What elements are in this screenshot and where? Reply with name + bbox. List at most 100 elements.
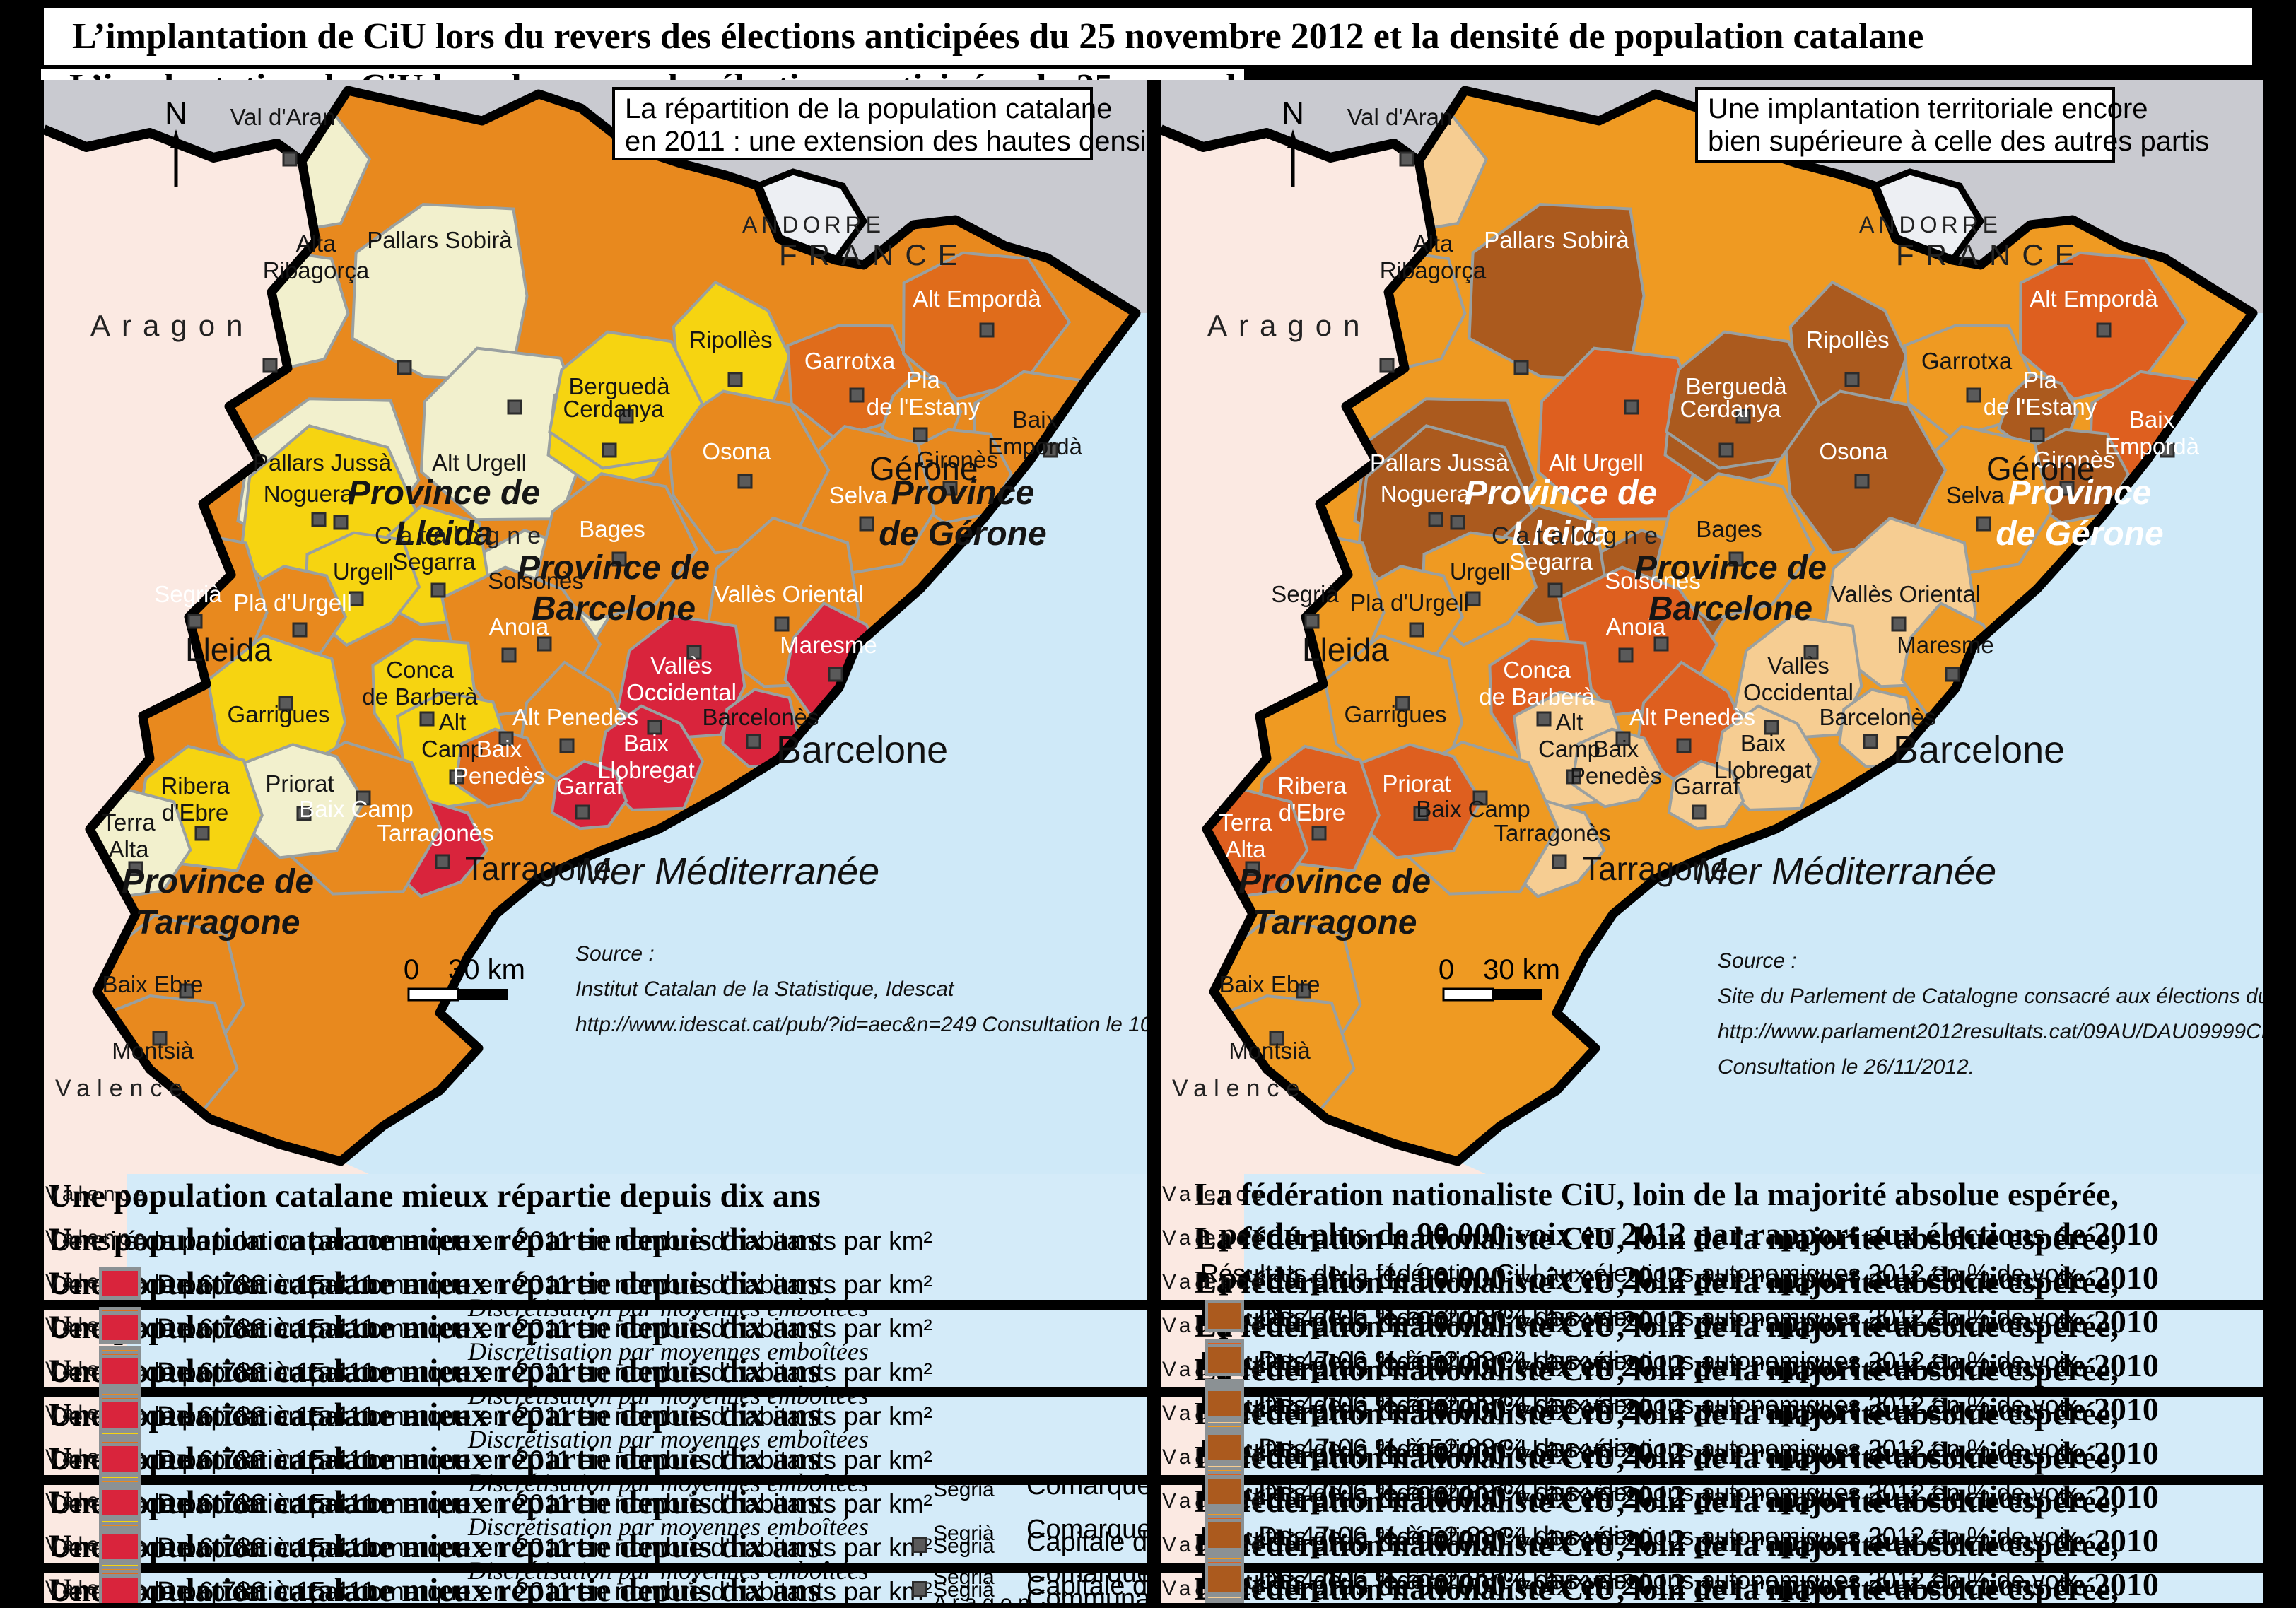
legend-title-line1: La fédération nationaliste CiU, loin de … (1195, 1308, 2119, 1344)
comarca-shape (534, 472, 699, 622)
capital-marker (1413, 806, 1429, 821)
comarca-label: Segrià (1271, 581, 1339, 607)
comarca-label: Noguera (1381, 481, 1470, 507)
legend-subtitle: Densité de population par comarque en 20… (49, 1533, 932, 1562)
comarca-label: Ripollès (689, 327, 772, 353)
comarca-label: Baix Llobregat (1714, 730, 1812, 783)
map-edge-strip (44, 1174, 127, 1218)
comarca-label: Segarra (392, 548, 476, 575)
geo-label: ANDORRE (1859, 212, 2002, 237)
map-edge-strip (1161, 1174, 1244, 1218)
capital-marker (686, 645, 702, 660)
comarca-label: Anoia (489, 614, 549, 640)
capital-marker (727, 372, 743, 387)
comarca-label: Montsià (112, 1038, 194, 1064)
page-title-text: L’implantation de CiU lors du revers des… (72, 16, 1924, 57)
capital-marker (292, 622, 308, 638)
legend-key-label: Capitale de comarque (1026, 1527, 1147, 1557)
capital-marker (1472, 790, 1488, 806)
capital-marker (1465, 591, 1481, 606)
city-label: Lleida (1302, 631, 1389, 668)
legend-title-line2: a perdu plus de 90 000 voix en 2012 par … (1195, 1216, 2159, 1252)
comarca-shape (1651, 472, 1816, 622)
source-line: Consultation le 26/11/2012. (1718, 1055, 1974, 1079)
legend-title: Une population catalane mieux répartie d… (48, 1572, 821, 1603)
legend-class-label: De 47,06 % à 52,88 % des voix (1258, 1434, 1634, 1464)
capital-marker (2059, 481, 2075, 496)
comarca-label: Alt Camp (1538, 709, 1600, 762)
capital-marker (1566, 769, 1581, 785)
legend-title-line1: La fédération nationaliste CiU, loin de … (1195, 1220, 2119, 1256)
capital-marker (1891, 616, 1906, 632)
legend-divider (1161, 1563, 2263, 1573)
capital-marker (1966, 387, 1981, 403)
capital-marker (774, 616, 790, 632)
compass-arrowhead (170, 129, 182, 148)
map-panel-density: Val d'Aran Alta Ribagorça Pallars Sobirà Pal… (44, 80, 1147, 1174)
capital-marker (449, 769, 464, 785)
city-label: Gérone (869, 450, 978, 487)
legend-class-label: De 6 783 à 15 411 (157, 1445, 376, 1475)
capital-marker (1653, 636, 1669, 652)
comarca-label: Segrià (154, 581, 222, 607)
legend-key-label: Capitale de comarque (1026, 1571, 1147, 1601)
comarca-label: Garrotxa (1921, 348, 2013, 374)
comarca-label: Alt Camp (421, 709, 484, 762)
capital-marker (507, 399, 522, 415)
capital-marker (1547, 582, 1563, 598)
comarca-label: Barcelonès (702, 704, 819, 730)
capital-marker (1854, 474, 1870, 489)
capital-marker (501, 647, 517, 663)
comarca-label: Solsonès (488, 568, 584, 594)
comarca-shape (1571, 727, 1663, 809)
geo-label: Catalogne (1492, 522, 1665, 549)
geo-label: Aragon (90, 309, 254, 342)
comarca-label: Alt Empordà (913, 286, 1041, 312)
legend-title-line2: a perdu plus de 90 000 voix en 2012 par … (1195, 1260, 2159, 1296)
legend-swatch (1205, 1602, 1244, 1603)
legend-subtitle: Densité de population par comarque en 20… (49, 1358, 932, 1387)
legend-subtitle: Résultats de la fédération CiU aux élect… (1200, 1522, 2078, 1551)
capital-marker (1844, 372, 1860, 387)
capital-marker (128, 861, 144, 876)
comarca-label: Priorat (1382, 770, 1451, 797)
comarca-label: Pallars Sobirà (367, 227, 512, 253)
province-label: Province de Tarragone (1238, 863, 1431, 941)
scale-bar-black (1493, 989, 1542, 1000)
comarca-label: Val d'Aran (1347, 104, 1453, 130)
legend-subtitle: Densité de population par comarque en 20… (49, 1270, 932, 1299)
capital-marker (1296, 983, 1311, 999)
comarca-label: Garrigues (228, 701, 330, 727)
comarca-label: Terra Alta (102, 809, 156, 862)
comarca-label: Priorat (265, 770, 334, 797)
legend-key-sample: Segrià (933, 1534, 995, 1558)
legend-swatch (1205, 1300, 1244, 1332)
legend-subtitle: Résultats de la fédération CiU aux élect… (1200, 1259, 2078, 1288)
comarca-label: Baix Penedès (453, 736, 545, 789)
legend-copy: Valence Une population catalane mieux rép… (44, 1481, 1147, 1603)
source-line: Site du Parlement de Catalogne consacré … (1718, 985, 2263, 1008)
capital-marker (152, 1031, 168, 1046)
capital-marker (430, 582, 446, 598)
legend-swatch (1205, 1563, 1244, 1595)
capital-marker (1615, 731, 1631, 746)
capital-marker (1803, 645, 1819, 660)
legend-swatch (99, 1311, 141, 1344)
scale-bar-black (458, 989, 508, 1000)
comarca-label: Selva (1946, 482, 2005, 508)
comarca-label: Conca de Barberà (362, 657, 478, 710)
city-label: Lleida (185, 631, 272, 668)
scale-distance: 30 km (1483, 954, 1560, 985)
legend-key-label: Comarque (1026, 1515, 1147, 1544)
comarca-label: Selva (829, 482, 888, 508)
comarca-label: Ripollès (1806, 327, 1889, 353)
comarca-label: Barcelonès (1819, 704, 1935, 730)
legend-subtitle: Résultats de la fédération CiU aux élect… (1200, 1346, 2078, 1375)
legend-copy: Valence Une population catalane mieux rép… (44, 1437, 1147, 1603)
legend-swatch (99, 1574, 141, 1603)
capital-marker (397, 360, 412, 375)
legend-key-sample: Segrià (933, 1578, 995, 1602)
legend-swatch (99, 1399, 141, 1431)
